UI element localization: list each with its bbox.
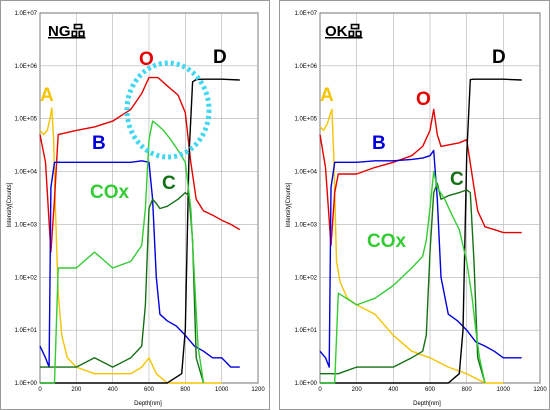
y-tick-label: 1.0E+07 <box>294 11 317 17</box>
y-tick-label: 1.0E+04 <box>14 170 37 176</box>
x-tick-label: 1200 <box>533 387 547 393</box>
y-tick-label: 1.0E+05 <box>14 117 37 123</box>
y-tick-label: 1.0E+01 <box>14 328 37 334</box>
x-tick-label: 200 <box>352 387 363 393</box>
x-tick-label: 1000 <box>215 387 229 393</box>
y-tick-label: 1.0E+07 <box>14 11 37 17</box>
series-d-line <box>40 78 240 384</box>
ng-plot-area <box>39 76 241 384</box>
ng-label-c: C <box>162 173 176 194</box>
ok-ticks: 1.0E+00 1.0E+01 1.0E+02 1.0E+03 1.0E+04 1.0E+… <box>294 11 547 393</box>
ng-label-a: A <box>40 85 54 106</box>
y-tick-label: 1.0E+01 <box>294 328 317 334</box>
x-tick-label: 800 <box>462 387 473 393</box>
x-tick-label: 600 <box>425 387 436 393</box>
ok-label-o: O <box>416 89 431 110</box>
series-o-line <box>39 76 241 253</box>
ng-label-cox: COx <box>90 182 130 203</box>
ng-ticks: 1.0E+00 1.0E+01 1.0E+02 1.0E+03 1.0E+04 1.0E+… <box>14 11 265 393</box>
ok-label-d: D <box>492 47 506 68</box>
ng-label-o: O <box>139 49 154 70</box>
ok-label-a: A <box>320 85 334 106</box>
x-tick-label: 800 <box>180 387 191 393</box>
series-cox-line <box>40 120 205 384</box>
ok-label-b: B <box>372 133 386 154</box>
x-tick-label: 400 <box>108 387 119 393</box>
y-tick-label: 1.0E+06 <box>294 64 317 70</box>
y-tick-label: 1.0E+02 <box>14 275 37 281</box>
ok-label-c: C <box>450 169 464 190</box>
ok-y-axis-label: Intensity[Counts] <box>286 182 292 227</box>
series-c-line <box>320 182 486 384</box>
y-tick-label: 1.0E+03 <box>294 222 317 228</box>
x-tick-label: 400 <box>388 387 399 393</box>
ng-grid <box>39 12 259 384</box>
x-tick-label: 1000 <box>497 387 511 393</box>
y-tick-label: 1.0E+03 <box>14 222 37 228</box>
ng-x-axis-label: Depth[nm] <box>134 401 162 407</box>
ng-y-axis-label: Intensity[Counts] <box>7 182 13 227</box>
x-tick-label: 0 <box>318 387 322 393</box>
y-tick-label: 1.0E+02 <box>294 275 317 281</box>
ng-panel-title: NG品 <box>48 23 86 40</box>
series-cox-line <box>320 170 486 384</box>
y-tick-label: 1.0E+00 <box>14 381 37 387</box>
series-b-line <box>39 160 240 368</box>
ng-panel: 1.0E+00 1.0E+01 1.0E+02 1.0E+03 1.0E+04 1.0E+… <box>0 0 270 410</box>
ok-x-axis-label: Depth[nm] <box>413 401 441 407</box>
ng-label-b: B <box>92 133 106 154</box>
x-tick-label: 1200 <box>251 387 265 393</box>
y-tick-label: 1.0E+04 <box>294 170 317 176</box>
ng-label-d: D <box>213 47 227 68</box>
y-tick-label: 1.0E+06 <box>14 64 37 70</box>
x-tick-label: 0 <box>38 387 42 393</box>
y-tick-label: 1.0E+05 <box>294 117 317 123</box>
x-tick-label: 200 <box>71 387 82 393</box>
series-d-line <box>320 78 522 384</box>
ok-plot-area <box>319 78 522 384</box>
series-o-line <box>319 108 522 247</box>
x-tick-label: 600 <box>144 387 155 393</box>
y-tick-label: 1.0E+00 <box>294 381 317 387</box>
ok-panel-title: OK品 <box>325 23 363 40</box>
series-b-line <box>319 149 522 368</box>
ok-grid <box>319 12 541 384</box>
ok-label-cox: COx <box>367 231 407 252</box>
highlight-ellipse <box>124 60 212 160</box>
ok-panel: 1.0E+00 1.0E+01 1.0E+02 1.0E+03 1.0E+04 1.0E+… <box>279 0 550 410</box>
